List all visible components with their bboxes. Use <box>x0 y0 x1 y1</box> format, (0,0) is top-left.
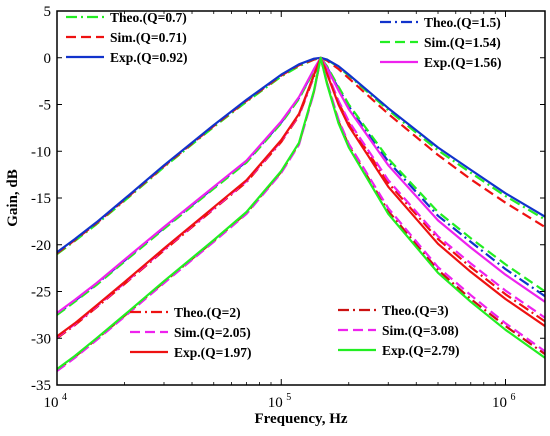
series-line-7 <box>57 56 545 339</box>
legend-label: Theo.(Q=1.5) <box>424 15 501 30</box>
x-axis-label: Frequency, Hz <box>254 411 347 427</box>
y-tick-label: -25 <box>31 285 51 301</box>
y-tick-label: -5 <box>39 98 52 114</box>
legend-top-left: Theo.(Q=0.7) Sim.(Q=0.71) Exp.(Q=0.92) <box>66 10 187 65</box>
legend-layer: Theo.(Q=0.7)Sim.(Q=0.71)Exp.(Q=0.92)Theo… <box>66 10 501 360</box>
x-tick-exponent: 4 <box>62 392 67 403</box>
x-tick-label: 10 <box>268 395 283 411</box>
legend-label: Exp.(Q=0.92) <box>110 50 187 65</box>
legend-label: Exp.(Q=2.79) <box>382 343 459 358</box>
legend-label: Theo.(Q=2) <box>174 305 241 320</box>
y-tick-label: -20 <box>31 238 51 254</box>
series-line-10 <box>57 56 545 372</box>
x-tick-label: 10 <box>44 395 59 411</box>
y-tick-label: 0 <box>44 51 52 67</box>
legend-label: Exp.(Q=1.97) <box>174 345 251 360</box>
x-tick-label: 10 <box>492 395 507 411</box>
legend-label: Sim.(Q=3.08) <box>382 323 459 338</box>
y-tick-label: -10 <box>31 144 51 160</box>
series-line-5 <box>57 56 545 314</box>
series-line-8 <box>57 56 545 338</box>
legend-label: Sim.(Q=0.71) <box>110 30 187 45</box>
series-layer <box>57 56 545 372</box>
plot-area-background <box>57 11 545 385</box>
y-axis-label: Gain, dB <box>5 169 21 227</box>
y-tick-label: -30 <box>31 331 51 347</box>
legend-label: Sim.(Q=1.54) <box>424 35 501 50</box>
y-tick-label: -35 <box>31 378 51 394</box>
legend-bottom-right: Theo.(Q=3) Sim.(Q=3.08) Exp.(Q=2.79) <box>338 303 459 358</box>
y-tick-label: -15 <box>31 191 51 207</box>
x-tick-exponent: 6 <box>511 392 516 403</box>
legend-top-right: Theo.(Q=1.5) Sim.(Q=1.54) Exp.(Q=1.56) <box>380 15 501 70</box>
legend-label: Sim.(Q=2.05) <box>174 325 251 340</box>
x-tick-exponent: 5 <box>286 392 291 403</box>
legend-label: Theo.(Q=0.7) <box>110 10 187 25</box>
series-line-2 <box>57 56 545 254</box>
y-tick-label: 5 <box>44 4 52 20</box>
legend-label: Exp.(Q=1.56) <box>424 55 501 70</box>
legend-label: Theo.(Q=3) <box>382 303 449 318</box>
series-line-11 <box>57 56 545 370</box>
legend-bottom-left: Theo.(Q=2) Sim.(Q=2.05) Exp.(Q=1.97) <box>130 305 251 360</box>
